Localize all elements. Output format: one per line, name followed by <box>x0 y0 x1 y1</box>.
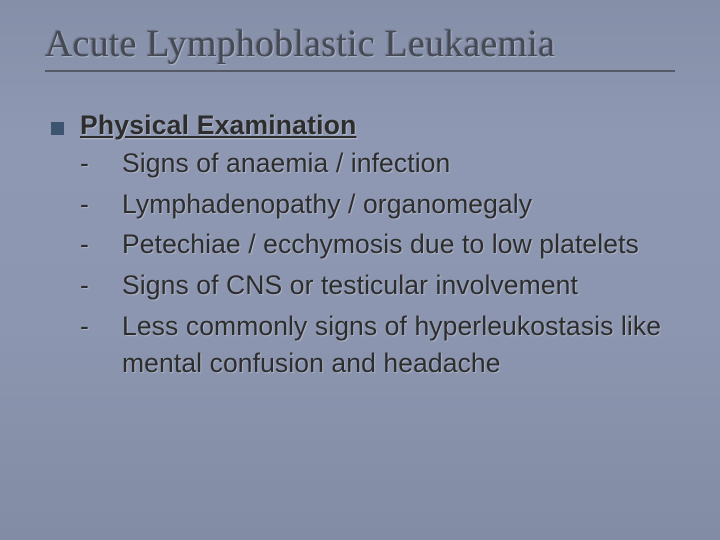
slide: Acute Lymphoblastic Leukaemia Physical E… <box>0 0 720 540</box>
list-item-text: Lymphadenopathy / organomegaly <box>122 186 532 224</box>
dash-bullet-icon: - <box>80 186 122 224</box>
slide-content: Physical Examination - Signs of anaemia … <box>45 110 675 383</box>
dash-bullet-icon: - <box>80 267 122 305</box>
list-item: - Less commonly signs of hyperleukostasi… <box>51 308 675 383</box>
list-item: - Petechiae / ecchymosis due to low plat… <box>51 226 675 264</box>
dash-bullet-icon: - <box>80 308 122 346</box>
slide-title: Acute Lymphoblastic Leukaemia <box>45 22 675 72</box>
list-item-text: Less commonly signs of hyperleukostasis … <box>122 308 675 383</box>
list-item-text: Signs of CNS or testicular involvement <box>122 267 578 305</box>
list-item-text: Signs of anaemia / infection <box>122 145 450 183</box>
section-heading-row: Physical Examination <box>51 110 675 141</box>
list-item: - Lymphadenopathy / organomegaly <box>51 186 675 224</box>
dash-bullet-icon: - <box>80 145 122 183</box>
list-item-text: Petechiae / ecchymosis due to low platel… <box>122 226 639 264</box>
section-heading: Physical Examination <box>80 110 356 141</box>
square-bullet-icon <box>51 122 64 135</box>
list-item: - Signs of CNS or testicular involvement <box>51 267 675 305</box>
list-item: - Signs of anaemia / infection <box>51 145 675 183</box>
dash-bullet-icon: - <box>80 226 122 264</box>
